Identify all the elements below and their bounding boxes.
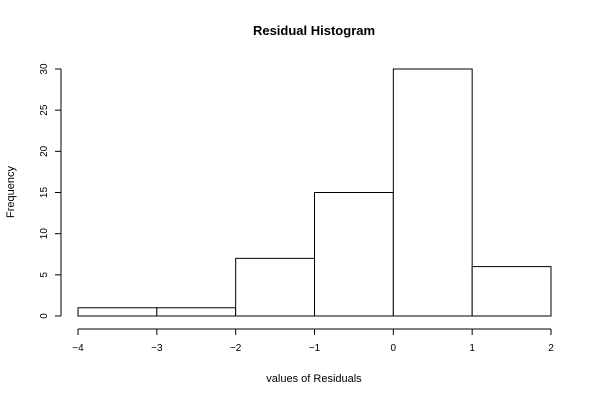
x-tick-label-3: −1 [309, 343, 321, 354]
y-axis: 0 5 10 15 20 25 30 [39, 63, 62, 319]
y-tick-label-0: 0 [39, 313, 50, 319]
bars-group [77, 68, 552, 317]
histogram-bar-0 [77, 307, 158, 317]
histogram-bar-2 [235, 257, 316, 317]
x-tick-label-0: −4 [72, 343, 84, 354]
y-tick-label-6: 30 [39, 63, 50, 75]
y-tick-label-2: 10 [39, 228, 50, 240]
y-tick-label-1: 5 [39, 272, 50, 278]
histogram-bar-5 [471, 266, 552, 317]
x-tick-label-6: 2 [548, 343, 554, 354]
x-tick-label-5: 1 [469, 343, 475, 354]
x-axis-label: values of Residuals [266, 373, 362, 385]
chart-title: Residual Histogram [253, 23, 375, 38]
x-axis: −4 −3 −2 −1 0 1 2 [72, 328, 554, 354]
y-tick-label-5: 25 [39, 104, 50, 116]
histogram-bar-3 [314, 192, 394, 317]
y-tick-label-4: 20 [39, 145, 50, 157]
x-tick-label-4: 0 [391, 343, 397, 354]
histogram-bar-1 [156, 307, 237, 317]
x-tick-label-2: −2 [230, 343, 242, 354]
y-axis-label: Frequency [5, 166, 17, 218]
y-tick-label-3: 15 [39, 187, 50, 199]
x-tick-label-1: −3 [151, 343, 163, 354]
histogram-bar-4 [392, 68, 473, 317]
